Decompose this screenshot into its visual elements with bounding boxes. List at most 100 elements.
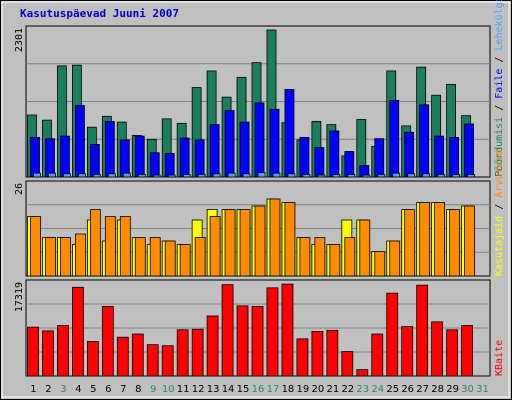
- day-label-14: 14: [222, 384, 235, 395]
- day-labels: 1 2 3 4 5 6 7 8 9 10 11 12 13 14 15 16 17 18 19 20 21 22 23 24 2…: [30, 384, 489, 395]
- bar-Faile-day-11: [179, 137, 190, 178]
- legend-part: /: [494, 99, 505, 117]
- bar-Arvuteid-day-5: [89, 209, 101, 277]
- bar-Faile-day-7: [119, 139, 130, 178]
- bar-KBaite-day-15: [236, 305, 249, 377]
- bar-KBaite-day-8: [131, 333, 144, 377]
- bar-Arvuteid-day-13: [209, 216, 221, 277]
- bar-KBaite-day-10: [161, 345, 174, 377]
- bar-Arvuteid-day-22: [344, 237, 356, 277]
- day-label-3: 3: [60, 384, 66, 395]
- day-label-15: 15: [237, 384, 250, 395]
- day-label-30: 30: [461, 384, 474, 395]
- bar-Lehekülgi-day-28: [437, 174, 446, 178]
- bar-Lehekülgi-day-23: [362, 174, 371, 178]
- bar-Lehekülgi-day-21: [332, 174, 341, 178]
- bar-KBaite-day-26: [401, 326, 414, 377]
- bar-Lehekülgi-day-13: [212, 173, 221, 178]
- bar-Faile-day-6: [104, 121, 115, 178]
- bar-Lehekülgi-day-12: [197, 174, 206, 178]
- bar-Lehekülgi-day-22: [347, 174, 356, 178]
- bar-Lehekülgi-day-24: [377, 174, 386, 178]
- bar-Arvuteid-day-10: [164, 240, 176, 277]
- bar-Faile-day-26: [404, 131, 415, 178]
- bar-Lehekülgi-day-29: [452, 174, 461, 178]
- bar-Faile-day-12: [194, 139, 205, 178]
- bar-Lehekülgi-day-8: [137, 174, 146, 178]
- y-max-label: 26: [14, 183, 25, 195]
- day-label-21: 21: [326, 384, 339, 395]
- day-label-10: 10: [162, 384, 175, 395]
- panel-2: 26 Kasutajaid / Arvuteid: [14, 150, 505, 277]
- bar-Arvuteid-day-7: [119, 216, 131, 277]
- bar-KBaite-day-14: [221, 284, 234, 377]
- bar-Faile-day-9: [149, 152, 160, 178]
- day-label-27: 27: [416, 384, 429, 395]
- bar-Faile-day-15: [239, 121, 250, 178]
- bar-Lehekülgi-day-7: [122, 172, 131, 178]
- day-label-5: 5: [90, 384, 96, 395]
- chart-panels: 2301 Pöördumisi / Faile / Lehekülgi 26 Kasu…: [14, 0, 505, 377]
- bar-Faile-day-14: [224, 110, 235, 178]
- legend-panel-1: Pöördumisi / Faile / Lehekülgi: [494, 0, 505, 177]
- bar-Arvuteid-day-27: [419, 202, 431, 277]
- day-label-22: 22: [341, 384, 354, 395]
- bar-Faile-day-24: [374, 138, 385, 178]
- bar-Lehekülgi-day-5: [92, 174, 101, 178]
- legend-part: /: [494, 51, 505, 69]
- day-label-1: 1: [30, 384, 36, 395]
- legend-part: Lehekülgi: [494, 0, 505, 51]
- bar-Arvuteid-day-14: [224, 209, 236, 277]
- bar-KBaite-day-25: [386, 292, 399, 377]
- legend-part: Arvuteid: [494, 150, 505, 198]
- day-label-23: 23: [356, 384, 369, 395]
- bar-Arvuteid-day-16: [254, 205, 266, 277]
- legend-panel-2: Kasutajaid / Arvuteid: [494, 150, 505, 276]
- y-max-label: 2301: [14, 28, 25, 52]
- bar-KBaite-day-22: [341, 351, 354, 377]
- day-label-20: 20: [312, 384, 325, 395]
- bar-Faile-day-1: [30, 136, 40, 178]
- bar-KBaite-day-9: [146, 344, 159, 377]
- bar-Lehekülgi-day-14: [227, 172, 236, 178]
- day-label-8: 8: [135, 384, 141, 395]
- bar-Faile-day-25: [389, 99, 400, 178]
- bar-Faile-day-18: [284, 89, 295, 178]
- bar-KBaite-day-17: [266, 287, 279, 377]
- bar-Faile-day-10: [164, 152, 175, 178]
- bar-Arvuteid-day-1: [30, 216, 41, 277]
- bar-Lehekülgi-day-17: [272, 172, 281, 178]
- bar-Arvuteid-day-17: [269, 198, 281, 277]
- bar-KBaite-day-23: [356, 369, 369, 377]
- bar-KBaite-day-13: [206, 315, 219, 377]
- day-label-16: 16: [252, 384, 265, 395]
- bar-KBaite-day-12: [191, 328, 204, 377]
- legend-part: Faile: [494, 69, 505, 99]
- bar-Arvuteid-day-4: [75, 233, 86, 277]
- bar-Arvuteid-day-29: [449, 209, 461, 277]
- day-label-12: 12: [192, 384, 205, 395]
- bar-Arvuteid-day-18: [284, 202, 296, 277]
- bar-Arvuteid-day-24: [374, 251, 386, 277]
- bar-Arvuteid-day-2: [45, 237, 56, 277]
- bar-Faile-day-13: [209, 124, 220, 178]
- bar-Lehekülgi-day-26: [407, 173, 416, 178]
- day-label-11: 11: [177, 384, 190, 395]
- day-label-6: 6: [105, 384, 111, 395]
- bar-Lehekülgi-day-18: [287, 173, 296, 178]
- legend-part: Pöördumisi: [494, 117, 505, 177]
- series-Arvuteid: [30, 198, 475, 277]
- bar-KBaite-day-2: [42, 330, 54, 377]
- series-KBaite: [27, 283, 473, 377]
- bar-Arvuteid-day-28: [434, 202, 446, 277]
- bar-KBaite-day-19: [296, 338, 309, 377]
- bar-Arvuteid-day-8: [134, 237, 146, 277]
- bar-Faile-day-3: [60, 135, 70, 178]
- panel-3: 17319 KBaite: [14, 279, 505, 377]
- bar-Lehekülgi-day-6: [107, 173, 116, 178]
- day-label-31: 31: [476, 384, 489, 395]
- bar-Lehekülgi-day-16: [257, 172, 266, 178]
- chart-title: Kasutuspäevad Juuni 2007: [20, 7, 179, 20]
